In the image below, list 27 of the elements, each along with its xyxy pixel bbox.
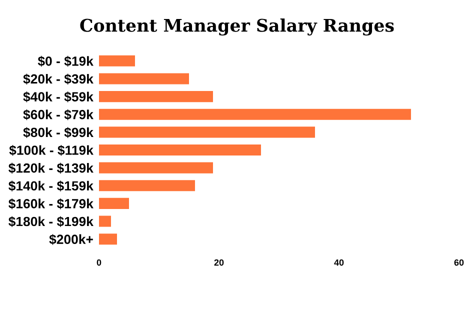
bar <box>99 91 213 102</box>
bar <box>99 73 189 84</box>
bar <box>99 180 195 192</box>
bar <box>99 108 411 120</box>
bar <box>99 198 129 209</box>
y-tick-label: $140k - $159k <box>8 180 94 192</box>
bar <box>99 55 135 66</box>
y-tick-label: $100k - $119k <box>9 144 94 156</box>
y-tick-label: $80k - $99k <box>23 127 94 138</box>
x-tick-label: 40 <box>334 259 344 266</box>
x-tick-label: 60 <box>454 259 464 266</box>
y-tick-label: $120k - $139k <box>8 162 94 174</box>
bar <box>99 144 261 156</box>
bar <box>99 234 117 245</box>
y-tick-label: $40k - $59k <box>23 92 94 102</box>
y-tick-label: $0 - $19k <box>38 56 94 67</box>
y-tick-label: $200k+ <box>49 234 93 245</box>
x-tick-label: 0 <box>96 259 102 266</box>
bar <box>99 162 213 174</box>
x-tick-label: 20 <box>214 259 224 266</box>
bar <box>99 126 315 138</box>
y-tick-label: $160k - $179k <box>8 198 94 210</box>
chart-title: Content Manager Salary Ranges <box>80 18 394 36</box>
bar <box>99 216 111 227</box>
y-tick-label: $20k - $39k <box>23 74 94 84</box>
y-tick-label: $180k - $199k <box>8 216 94 228</box>
y-tick-label: $60k - $79k <box>23 109 94 120</box>
